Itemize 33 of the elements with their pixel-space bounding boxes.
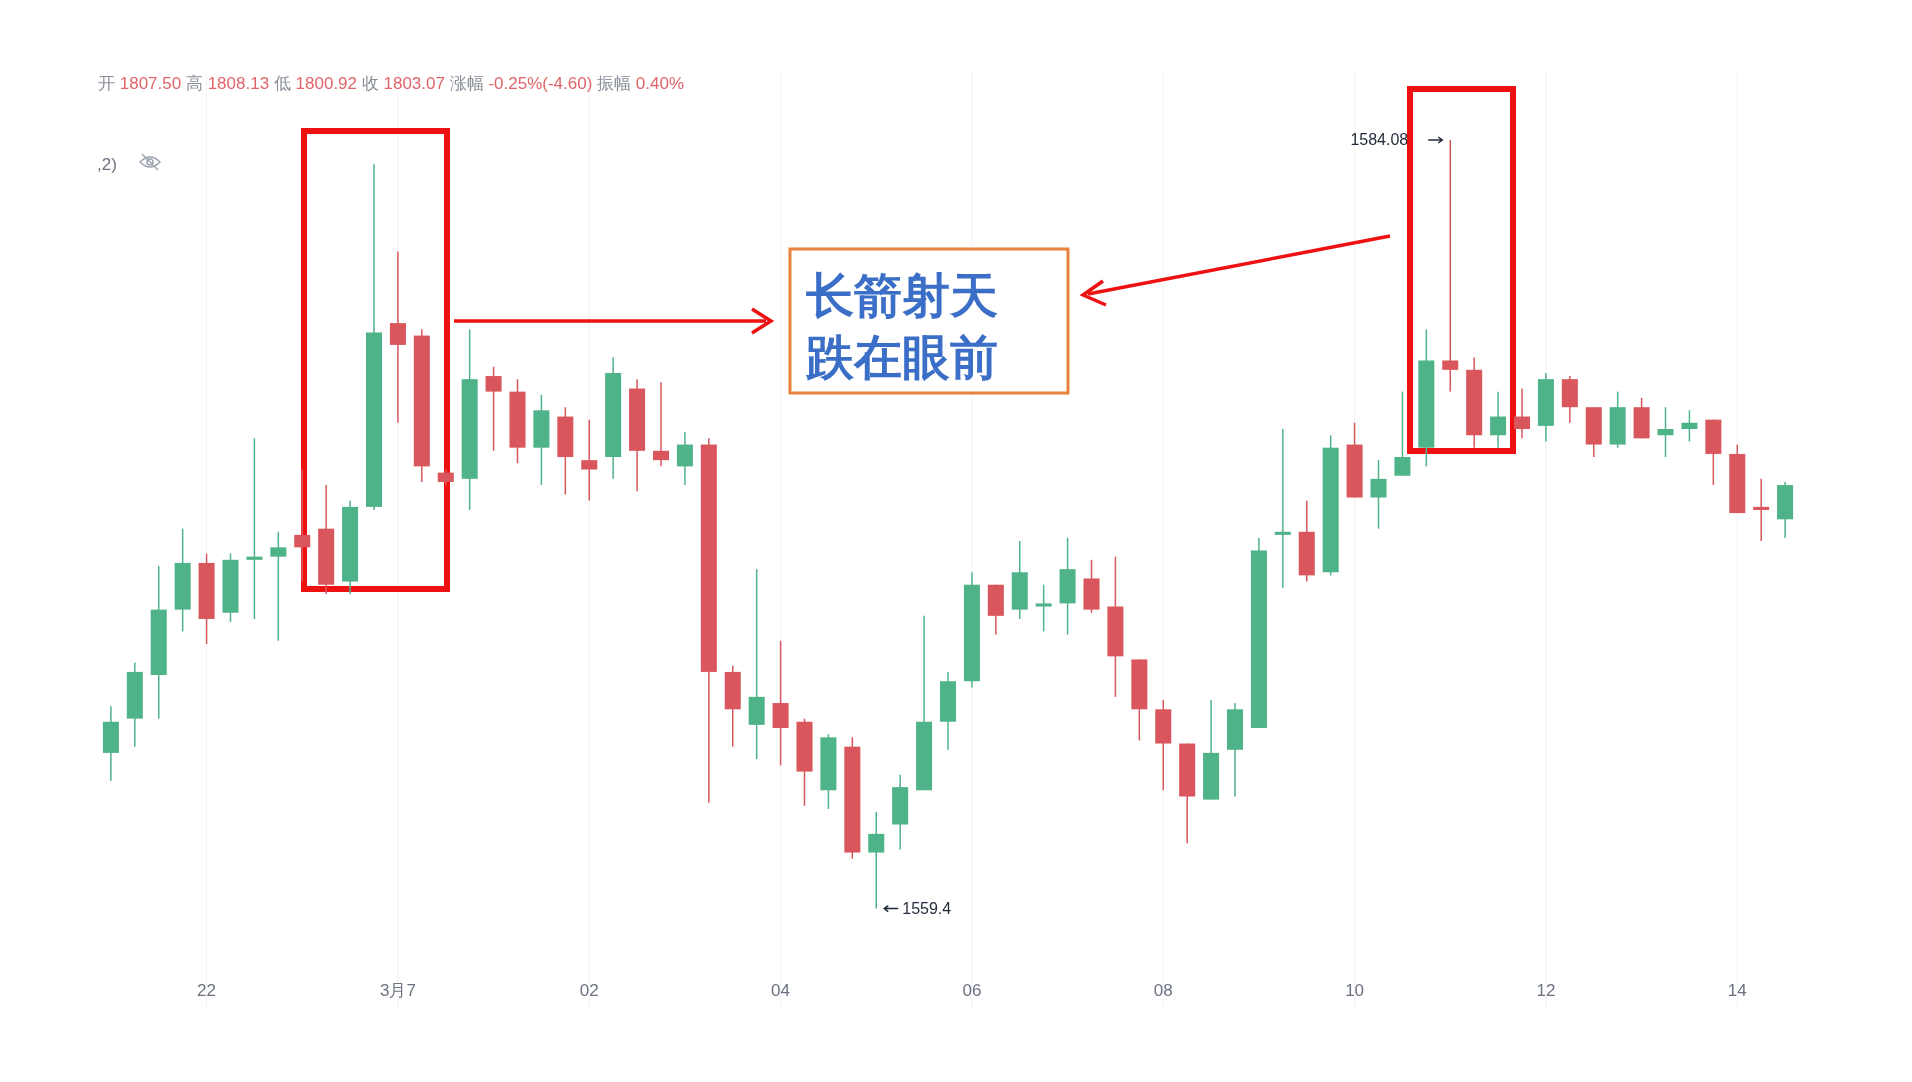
candlestick <box>1370 459 1387 530</box>
candlestick <box>581 418 598 502</box>
candlestick <box>1514 387 1531 440</box>
x-tick-label: 12 <box>1536 981 1556 1000</box>
candlestick <box>676 431 693 486</box>
x-tick-label: 10 <box>1345 981 1365 1000</box>
candlestick <box>1394 390 1411 477</box>
annotation: 1559.4 <box>902 899 952 917</box>
x-tick-label: 02 <box>579 981 599 1000</box>
annotation: ,2) <box>97 155 117 174</box>
candlestick <box>1681 409 1698 443</box>
candlestick <box>1442 139 1459 393</box>
x-tick-label: 22 <box>197 981 217 1000</box>
annotation: 1584.08 <box>1350 131 1409 148</box>
candlestick <box>294 468 311 583</box>
candlestick <box>1657 406 1674 458</box>
candlestick <box>652 381 670 468</box>
candlestick <box>246 437 263 620</box>
x-tick-label: 08 <box>1153 981 1173 1000</box>
text: 开 1807.50 高 1808.13 低 1800.92 收 1803.07 涨幅 -0.25%(-4.60) 振幅 0.40% <box>98 74 685 93</box>
x-tick-label: 06 <box>962 981 982 1000</box>
candlestick <box>1035 583 1052 633</box>
annotation: 长箭射天跌在眼前 <box>805 267 998 385</box>
candlestick <box>389 250 406 424</box>
candlestick <box>868 811 885 910</box>
candlestick <box>1490 390 1507 449</box>
candlestick <box>485 365 502 452</box>
candlestick <box>1753 478 1770 542</box>
candlestick <box>270 531 287 642</box>
candlestick <box>1274 428 1291 589</box>
x-tick-label: 04 <box>771 981 791 1000</box>
x-tick-label: 14 <box>1727 981 1747 1000</box>
x-tick-label: 3月7 <box>379 981 416 1000</box>
